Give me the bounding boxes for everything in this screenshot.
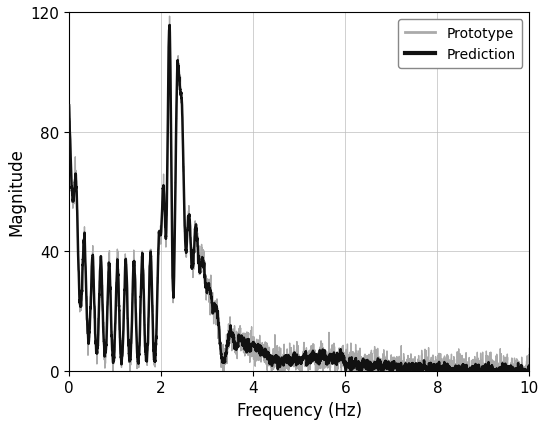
- Prototype: [526, 346, 533, 351]
- Y-axis label: Magnitude: Magnitude: [7, 148, 25, 236]
- Prediction: [66, 104, 73, 109]
- Prediction: [410, 364, 416, 369]
- Prototype: [342, 365, 349, 370]
- Prototype: [150, 312, 156, 317]
- Prototype: [444, 353, 451, 358]
- Prototype: [365, 368, 372, 373]
- Prediction: [365, 367, 372, 372]
- Prototype: [66, 89, 73, 95]
- Prototype: [410, 363, 416, 368]
- Prototype: [167, 14, 173, 20]
- Prediction: [347, 368, 354, 374]
- Prediction: [242, 346, 248, 351]
- Legend: Prototype, Prediction: Prototype, Prediction: [398, 20, 523, 69]
- Prediction: [444, 363, 451, 368]
- Prediction: [526, 368, 533, 374]
- Prediction: [167, 23, 173, 29]
- X-axis label: Frequency (Hz): Frequency (Hz): [237, 401, 362, 419]
- Prediction: [342, 363, 348, 368]
- Line: Prototype: Prototype: [69, 17, 530, 371]
- Prototype: [110, 368, 116, 374]
- Line: Prediction: Prediction: [69, 26, 530, 371]
- Prediction: [150, 318, 156, 323]
- Prototype: [242, 344, 248, 349]
